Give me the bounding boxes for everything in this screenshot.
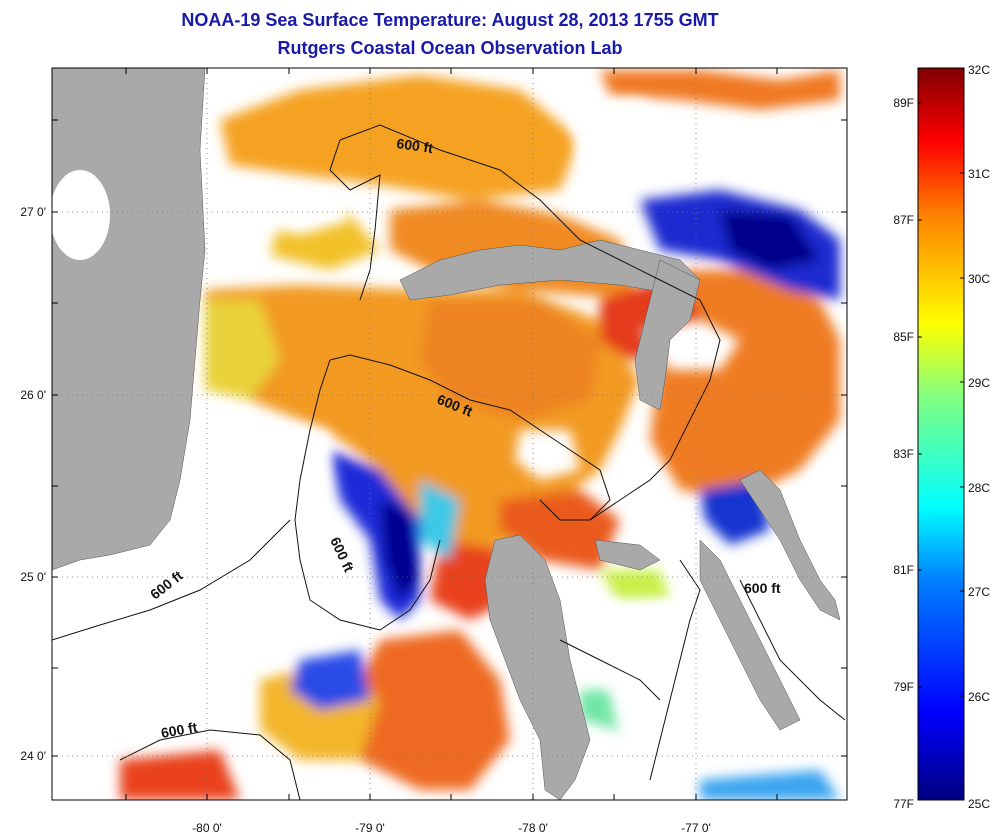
eleuthera-land (739, 469, 841, 621)
colorbar-fahrenheit-label: 85F (893, 330, 914, 344)
map-frame (51, 67, 848, 801)
colorbar-fahrenheit-label: 83F (893, 447, 914, 461)
colorbar: 32C 31C 30C 29C 28C 27C 26C 25C 89F 87F … (893, 63, 990, 811)
sst-field (120, 70, 840, 800)
berry-islands-land (594, 539, 661, 571)
colorbar-gradient (917, 67, 965, 801)
colorbar-fahrenheit-label: 79F (893, 680, 914, 694)
colorbar-celsius-label: 32C (968, 63, 990, 77)
colorbar-fahrenheit-label: 87F (893, 213, 914, 227)
colorbar-fahrenheit-label: 81F (893, 563, 914, 577)
x-tick-label: -77 0' (681, 821, 711, 835)
contour-label: 600 ft (396, 135, 435, 156)
colorbar-celsius-label: 28C (968, 481, 990, 495)
map-subtitle: Rutgers Coastal Ocean Observation Lab (277, 38, 623, 58)
colorbar-celsius-label: 27C (968, 585, 990, 599)
andros-land (484, 534, 591, 800)
map-plot-area: 600 ft 600 ft 600 ft 600 ft 600 ft 600 f… (52, 68, 847, 800)
axis-ticks (52, 68, 847, 800)
map-title: NOAA-19 Sea Surface Temperature: August … (181, 10, 719, 30)
y-axis-labels: 27 0' 26 0' 25 0' 24 0' (20, 205, 46, 763)
y-tick-label: 25 0' (20, 570, 46, 584)
y-tick-label: 26 0' (20, 388, 46, 402)
exuma-land (699, 539, 801, 731)
colorbar-fahrenheit-label: 89F (893, 96, 914, 110)
grid-lines (52, 68, 847, 800)
contour-label: 600 ft (160, 719, 199, 741)
x-tick-label: -79 0' (355, 821, 385, 835)
lake-okeechobee (52, 170, 110, 260)
colorbar-celsius-label: 25C (968, 797, 990, 811)
y-tick-label: 27 0' (20, 205, 46, 219)
contour-label: 600 ft (744, 580, 781, 596)
x-tick-label: -80 0' (192, 821, 222, 835)
colorbar-celsius-label: 31C (968, 167, 990, 181)
colorbar-fahrenheit-label: 77F (893, 797, 914, 811)
y-tick-label: 24 0' (20, 749, 46, 763)
bathymetry-contours (52, 124, 846, 800)
colorbar-celsius-label: 29C (968, 376, 990, 390)
colorbar-celsius-label: 30C (968, 272, 990, 286)
x-tick-label: -78 0' (518, 821, 548, 835)
colorbar-celsius-label: 26C (968, 690, 990, 704)
x-axis-labels: -80 0' -79 0' -78 0' -77 0' (192, 821, 711, 835)
